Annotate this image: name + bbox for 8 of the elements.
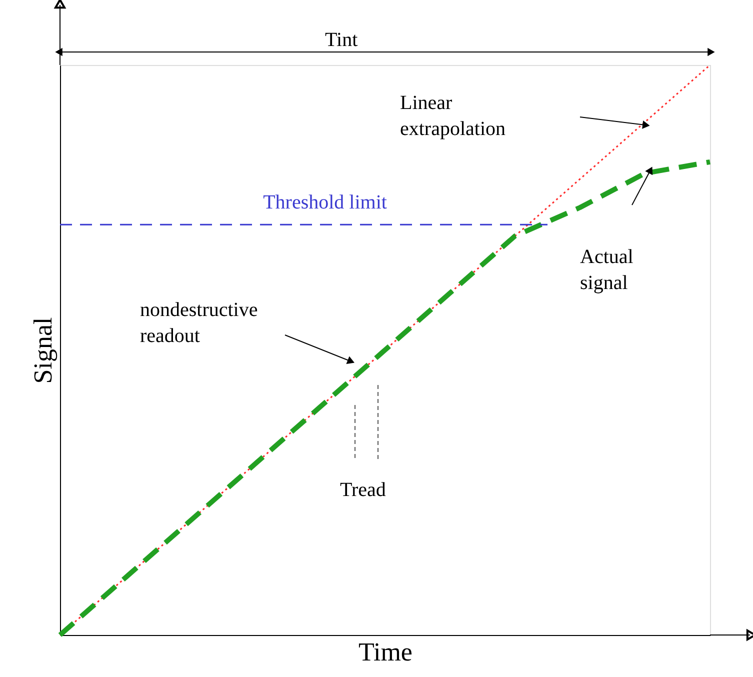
annotation: nondestructive readout [140, 299, 258, 347]
text: Tint [325, 29, 358, 51]
annotation: Tread [340, 479, 386, 501]
annotation: Actual signal [580, 246, 634, 294]
y-axis-title: Signal [28, 317, 58, 384]
ref-line-label: Threshold limit [263, 192, 388, 214]
annotation: Linear extrapolation [400, 92, 506, 140]
x-axis-title: Time [358, 638, 412, 666]
